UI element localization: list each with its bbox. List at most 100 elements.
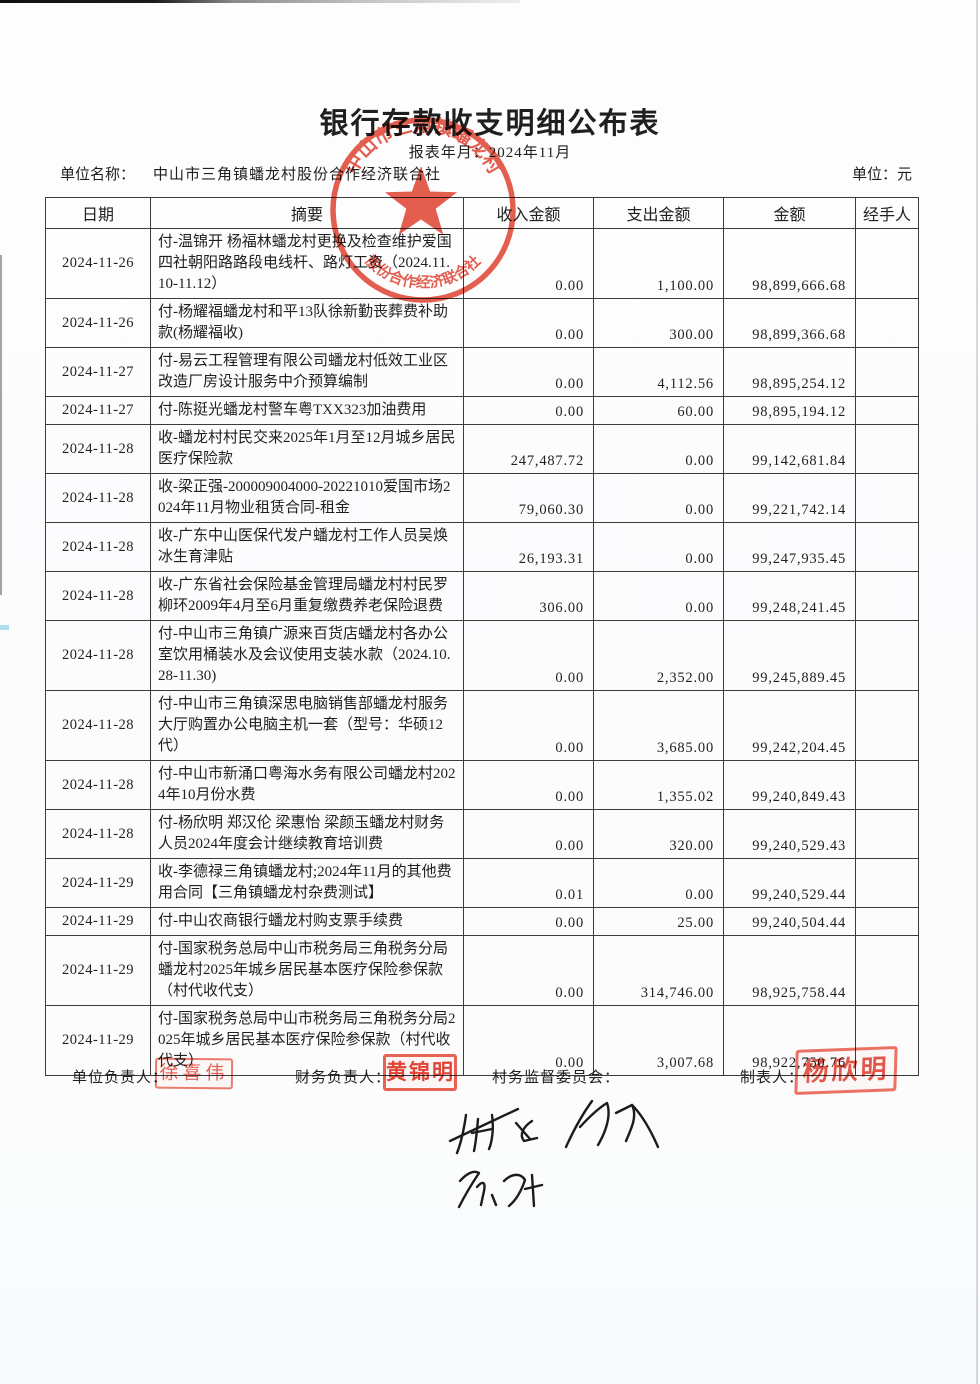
cell-date: 2024-11-27 [45,347,151,397]
table-row: 2024-11-29 收-李德禄三角镇蟠龙村;2024年11月的其他费用合同【三角… [45,858,919,908]
cell-income: 79,060.30 [463,473,594,523]
cell-date: 2024-11-26 [45,298,151,348]
unit-head-label: 单位负责人： [72,1070,169,1086]
cell-handler [855,1005,919,1076]
cell-balance: 99,240,504.44 [723,907,856,936]
table-row: 2024-11-29 付-国家税务总局中山市税务局三角税务分局2025年城乡居民基… [45,1005,919,1076]
cell-summary: 收-蟠龙村村民交来2025年1月至12月城乡居民医疗保险款 [150,424,464,474]
cell-summary: 付-中山市新涌口粤海水务有限公司蟠龙村2024年10月份水费 [150,760,464,810]
table-row: 2024-11-28 付-杨欣明 郑汉伦 梁惠怡 梁颜玉蟠龙村财务人员2024年度… [45,809,919,859]
cell-handler [855,935,919,1006]
table-row: 2024-11-28 付-中山市三角镇深思电脑销售部蟠龙村服务大厅购置办公电脑主机… [45,690,919,761]
cell-expense: 60.00 [593,396,724,425]
cell-expense: 0.00 [593,571,724,621]
cell-expense: 0.00 [593,858,724,908]
cell-balance: 98,925,758.44 [723,935,856,1006]
bank-ledger-table: 日期 摘要 收入金额 支出金额 金额 经手人 2024-11-26 付-温锦开 杨福林蟠龙村… [45,197,919,1076]
cell-summary: 收-广东省社会保险基金管理局蟠龙村村民罗柳环2009年4月至6月重复缴费养老保险… [150,571,464,621]
cell-expense: 4,112.56 [593,347,724,397]
unit-name-label: 单位名称： [60,167,136,183]
table-row: 2024-11-29 付-中山农商银行蟠龙村购支票手续费 0.00 25.00 99,2… [45,907,919,936]
preparer-name-stamp: 杨欣明 [794,1045,898,1096]
table-row: 2024-11-28 收-梁正强-200009004000-20221010爱国市… [45,473,919,523]
seal-top-text: 中山市三角镇蟠龙村 [339,113,506,178]
cell-handler [855,571,919,621]
cell-expense: 1,355.02 [593,760,724,810]
cell-summary: 付-国家税务总局中山市税务局三角税务分局2025年城乡居民基本医疗保险参保款（村… [150,1005,464,1076]
cell-income: 306.00 [463,571,594,621]
table-row: 2024-11-29 付-国家税务总局中山市税务局三角税务分局蟠龙村2025年城乡… [45,935,919,1006]
svg-text:中山市三角镇蟠龙村: 中山市三角镇蟠龙村 [339,113,506,178]
finance-head-label: 财务负责人： [295,1070,392,1086]
cell-income: 0.00 [463,935,594,1006]
cell-handler [855,690,919,761]
cell-summary: 付-陈挺光蟠龙村警车粤TXX323加油费用 [150,396,464,425]
cell-handler [855,858,919,908]
cell-handler [855,396,919,425]
cell-expense: 320.00 [593,809,724,859]
cell-date: 2024-11-28 [45,620,151,691]
cell-date: 2024-11-29 [45,935,151,1006]
table-row: 2024-11-28 收-广东省社会保险基金管理局蟠龙村村民罗柳环2009年4月至… [45,571,919,621]
cell-handler [855,760,919,810]
column-header: 支出金额 [593,197,724,229]
cell-summary: 收-李德禄三角镇蟠龙村;2024年11月的其他费用合同【三角镇蟠龙村杂费测试】 [150,858,464,908]
cell-balance: 99,240,529.43 [723,809,856,859]
cell-summary: 付-杨欣明 郑汉伦 梁惠怡 梁颜玉蟠龙村财务人员2024年度会计继续教育培训费 [150,809,464,859]
cell-date: 2024-11-28 [45,809,151,859]
cell-date: 2024-11-28 [45,760,151,810]
cell-date: 2024-11-29 [45,1005,151,1076]
table-row: 2024-11-28 收-广东中山医保代发户蟠龙村工作人员吴焕冰生育津贴 26,19… [45,522,919,572]
handwritten-signatures [448,1099,660,1209]
cell-summary: 付-温锦开 杨福林蟠龙村更换及检查维护爱国四社朝阳路路段电线杆、路灯工资（202… [150,228,464,299]
cell-expense: 0.00 [593,424,724,474]
cell-handler [855,522,919,572]
scan-artifact-top [0,0,520,3]
column-header: 经手人 [855,197,919,229]
cell-expense: 25.00 [593,907,724,936]
cell-summary: 付-中山市三角镇深思电脑销售部蟠龙村服务大厅购置办公电脑主机一套（型号：华硕12… [150,690,464,761]
svg-text:股份合作经济联合社: 股份合作经济联合社 [362,251,484,291]
scan-artifact-right-edge [976,0,978,1384]
cell-handler [855,907,919,936]
cell-income: 0.00 [463,347,594,397]
cell-expense: 3,007.68 [593,1005,724,1076]
unit-head-name-stamp: 徐喜伟 [154,1057,234,1090]
cell-summary: 付-易云工程管理有限公司蟠龙村低效工业区改造厂房设计服务中介预算编制 [150,347,464,397]
cell-income: 0.00 [463,907,594,936]
table-row: 2024-11-26 付-杨耀福蟠龙村和平13队徐新勤丧葬费补助款(杨耀福收) 0.… [45,298,919,348]
cell-balance: 98,899,366.68 [723,298,856,348]
table-row: 2024-11-28 付-中山市三角镇广源来百货店蟠龙村各办公室饮用桶装水及会议使… [45,620,919,691]
cell-balance: 99,142,681.84 [723,424,856,474]
cell-handler [855,347,919,397]
cell-expense: 314,746.00 [593,935,724,1006]
cell-expense: 0.00 [593,522,724,572]
seal-bottom-text: 股份合作经济联合社 [362,251,484,291]
cell-income: 0.00 [463,809,594,859]
cell-income: 247,487.72 [463,424,594,474]
unit-name-line: 单位名称： 中山市三角镇蟠龙村股份合作经济联合社 [60,163,441,184]
cell-income: 0.00 [463,1005,594,1076]
cell-handler [855,620,919,691]
cell-date: 2024-11-28 [45,522,151,572]
column-header: 日期 [45,197,151,229]
currency-unit-label: 单位：元 [852,167,913,183]
cell-handler [855,809,919,859]
cell-income: 0.00 [463,620,594,691]
cell-date: 2024-11-28 [45,690,151,761]
cell-income: 0.01 [463,858,594,908]
cell-income: 26,193.31 [463,522,594,572]
cell-handler [855,298,919,348]
cell-summary: 付-中山农商银行蟠龙村购支票手续费 [150,907,464,936]
cell-expense: 300.00 [593,298,724,348]
seal-star-icon [384,166,458,235]
cell-balance: 98,899,666.68 [723,228,856,299]
cell-balance: 99,242,204.45 [723,690,856,761]
unit-name-value: 中山市三角镇蟠龙村股份合作经济联合社 [153,167,442,183]
cell-balance: 99,221,742.14 [723,473,856,523]
cell-date: 2024-11-28 [45,424,151,474]
cell-summary: 付-中山市三角镇广源来百货店蟠龙村各办公室饮用桶装水及会议使用支装水款（2024… [150,620,464,691]
cell-expense: 2,352.00 [593,620,724,691]
cell-expense: 0.00 [593,473,724,523]
